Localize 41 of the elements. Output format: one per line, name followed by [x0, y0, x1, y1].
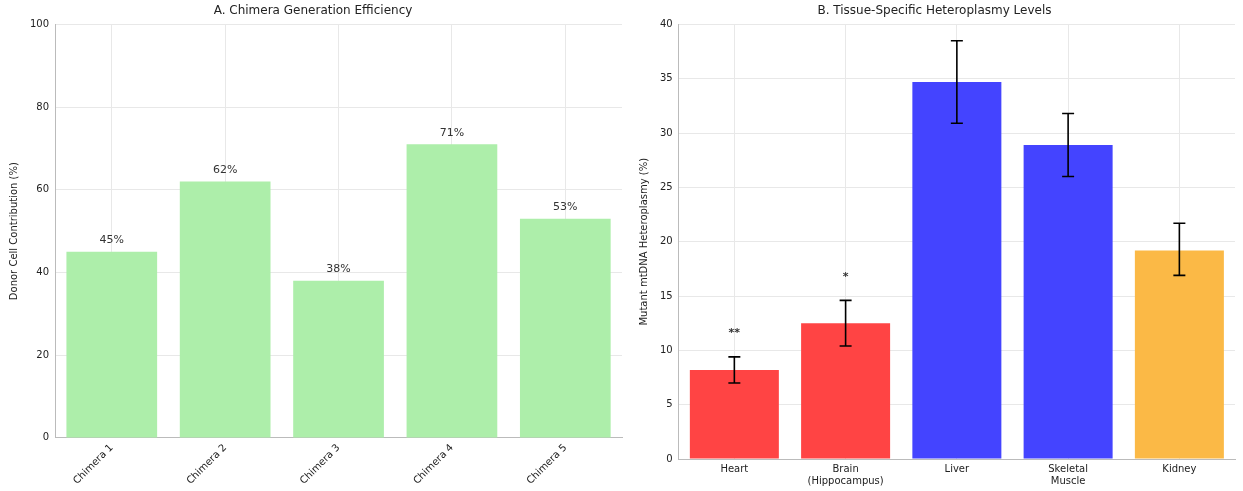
bar	[519, 218, 611, 438]
y-tick-label: 30	[659, 126, 673, 138]
data-label: 45%	[99, 233, 124, 247]
x-tick-label: Skeletal Muscle	[1048, 462, 1088, 486]
y-axis-title: Mutant mtDNA Heteroplasmy (%)	[637, 157, 649, 326]
y-tick-label: 20	[36, 348, 50, 360]
chart-title: B. Tissue-Specific Heteroplasmy Levels	[817, 3, 1052, 18]
data-label: 71%	[439, 125, 465, 139]
y-tick-label: 100	[29, 17, 50, 29]
y-tick-label: 25	[659, 180, 673, 192]
bar	[293, 280, 384, 438]
data-label: 53%	[553, 200, 578, 214]
y-tick-label: 40	[36, 266, 50, 278]
x-tick-label: Kidney	[1162, 462, 1197, 474]
y-tick-label: 5	[666, 398, 673, 410]
bar	[1134, 250, 1224, 459]
y-tick-label: 40	[659, 17, 673, 29]
x-tick-label: Liver	[944, 462, 971, 474]
bar	[406, 144, 498, 438]
bar	[689, 369, 779, 459]
annotation: *	[842, 269, 849, 283]
chart-title: A. Chimera Generation Efficiency	[213, 3, 413, 18]
data-label: 38%	[326, 262, 351, 276]
bar	[912, 81, 1002, 459]
y-tick-label: 15	[659, 289, 673, 301]
x-tick-label: Brain (Hippocampus)	[807, 462, 884, 486]
bar	[801, 323, 891, 459]
data-label: 62%	[212, 162, 238, 176]
bar	[1023, 145, 1113, 459]
y-tick-label: 20	[659, 235, 673, 247]
x-tick-label: Heart	[720, 462, 749, 474]
y-axis-title: Donor Cell Contribution (%)	[7, 162, 19, 301]
y-tick-label: 80	[36, 100, 50, 112]
y-tick-label: 10	[659, 343, 673, 355]
bar	[66, 251, 158, 438]
bar	[179, 181, 271, 438]
annotation: **	[728, 326, 741, 340]
y-tick-label: 35	[659, 72, 673, 84]
y-tick-label: 0	[42, 431, 50, 443]
y-tick-label: 0	[666, 452, 673, 464]
y-tick-label: 60	[36, 183, 50, 195]
